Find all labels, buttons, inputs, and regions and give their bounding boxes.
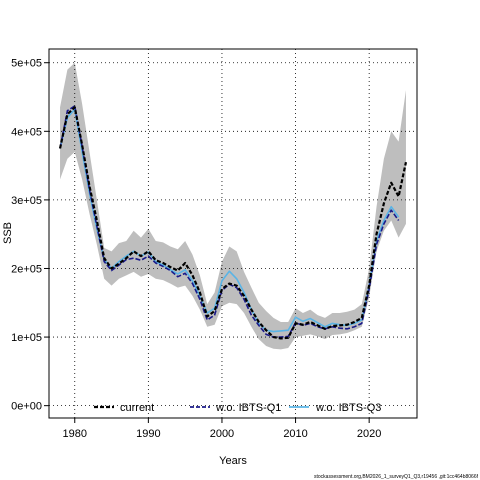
legend: current w.o. IBTS-Q1 w.o. IBTS-Q3 — [94, 402, 381, 414]
legend-label: current — [120, 402, 154, 414]
footer-source-text: stockassessment.org,BM2026_1_surveyQ1_Q3… — [314, 474, 479, 480]
axis-layer: 1980 1990 2000 2010 2020 0e+00 1e+05 2e+05 3e+05… — [11, 58, 381, 440]
x-tick-label: 2010 — [283, 428, 307, 440]
y-tick-label: 4e+05 — [11, 126, 42, 138]
x-tick-label: 2020 — [357, 428, 381, 440]
y-tick-label: 2e+05 — [11, 263, 42, 275]
grid-layer — [49, 49, 417, 418]
plot-frame — [48, 48, 418, 419]
x-tick-label: 1990 — [136, 428, 160, 440]
confidence-band-layer — [60, 62, 406, 350]
y-tick-label: 3e+05 — [11, 195, 42, 207]
y-tick-label: 1e+05 — [11, 332, 42, 344]
x-axis-title: Years — [219, 455, 247, 467]
x-tick-label: 1980 — [63, 428, 87, 440]
legend-label: w.o. IBTS-Q1 — [215, 402, 281, 414]
y-tick-label: 5e+05 — [11, 58, 42, 70]
x-tick-label: 2000 — [210, 428, 234, 440]
series-line-current — [58, 106, 408, 340]
legend-label: w.o. IBTS-Q3 — [315, 402, 381, 414]
series-lines-layer — [58, 105, 408, 340]
confidence-band-current — [60, 62, 406, 350]
y-tick-label: 0e+00 — [11, 401, 42, 413]
y-axis-title: SSB — [2, 222, 14, 244]
